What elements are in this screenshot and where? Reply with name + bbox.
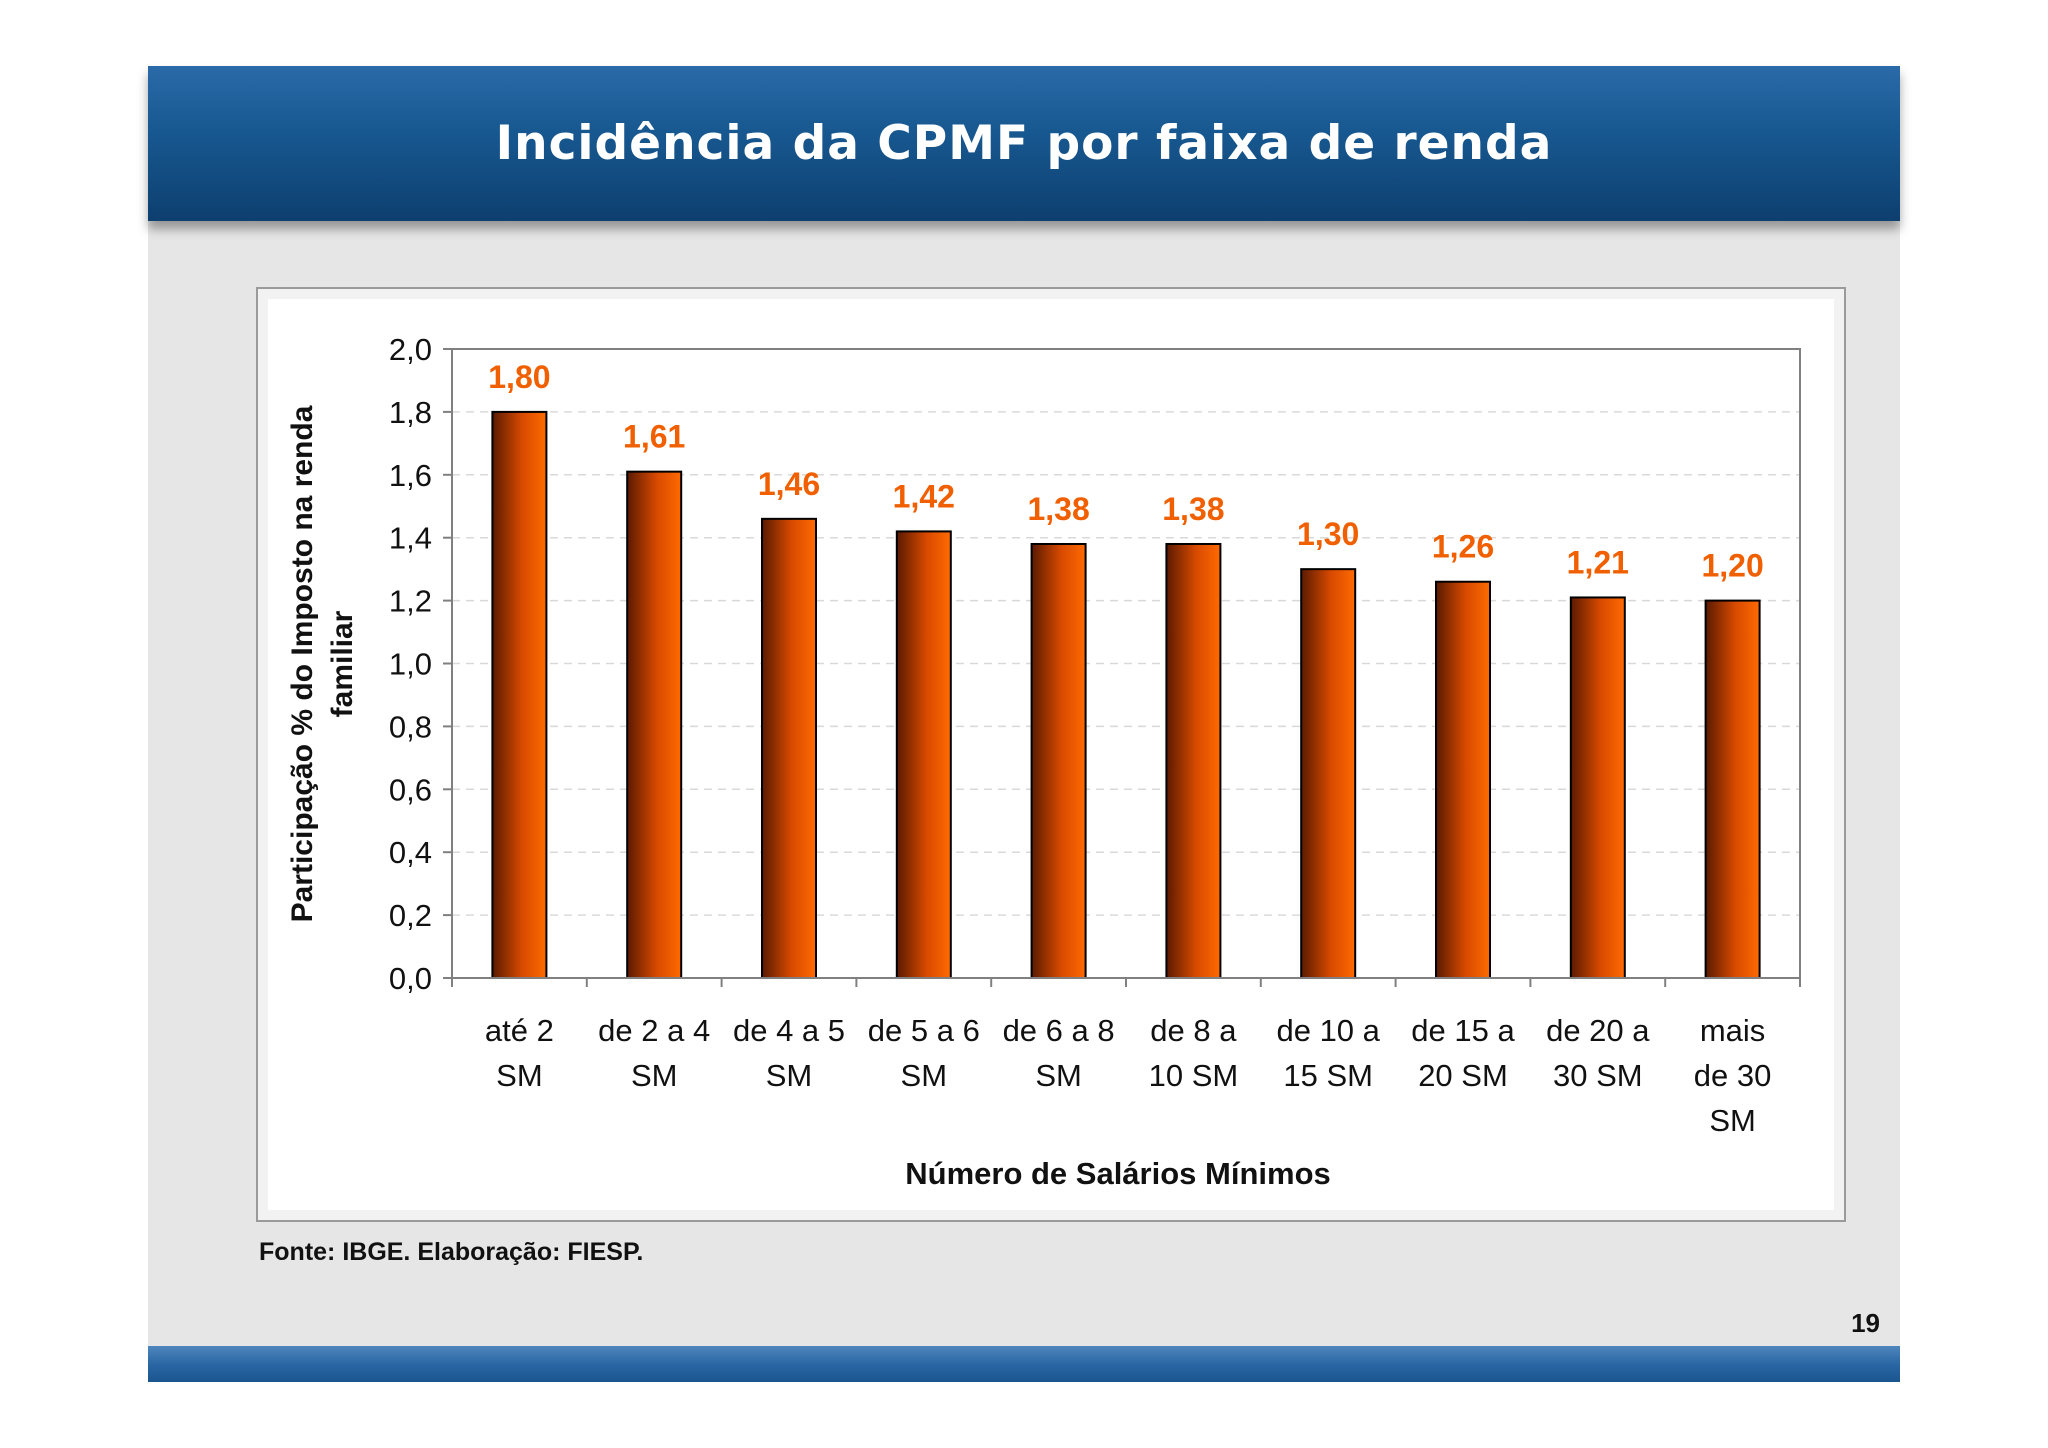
bar	[1435, 580, 1491, 979]
data-label: 1,38	[1162, 491, 1224, 527]
bar	[1165, 542, 1222, 979]
bars	[491, 410, 1761, 980]
data-label: 1,42	[893, 478, 955, 514]
bar	[1704, 599, 1761, 979]
axes	[443, 348, 1801, 987]
x-tick-label: SM	[901, 1058, 948, 1093]
x-tick-label: SM	[766, 1058, 813, 1093]
slide-title: Incidência da CPMF por faixa de renda	[495, 116, 1553, 171]
x-tick-label: SM	[631, 1058, 678, 1093]
x-tick-label: de 5 a 6	[868, 1013, 980, 1048]
x-tick-label: 30 SM	[1553, 1058, 1643, 1093]
bar	[626, 470, 683, 979]
data-label: 1,26	[1432, 529, 1494, 565]
data-label: 1,46	[758, 466, 820, 502]
bar	[761, 517, 817, 980]
bar	[1300, 568, 1357, 980]
x-tick-label: 15 SM	[1283, 1058, 1373, 1093]
y-tick-label: 0,6	[389, 772, 432, 807]
bar	[895, 530, 952, 979]
data-label: 1,80	[488, 359, 550, 395]
bar	[1030, 542, 1087, 979]
y-tick-label: 0,2	[389, 898, 432, 933]
data-label: 1,61	[623, 419, 685, 455]
x-tick-label: de 15 a	[1411, 1013, 1515, 1048]
y-tick-label: 1,6	[389, 458, 432, 493]
x-tick-label: SM	[496, 1058, 543, 1093]
title-bar: Incidência da CPMF por faixa de renda	[148, 66, 1900, 221]
y-tick-label: 0,0	[389, 961, 432, 996]
bottom-bar	[148, 1346, 1900, 1382]
x-tick-label: até 2	[485, 1013, 554, 1048]
labels: 0,0 0,2 0,4 0,6 0,8 1,0 1,2 1,4 1,6 1,8 2,0 1,80 até…	[389, 332, 1771, 1138]
x-tick-label: de 20 a	[1546, 1013, 1650, 1048]
x-tick-label: SM	[1035, 1058, 1082, 1093]
y-tick-label: 2,0	[389, 332, 432, 367]
x-tick-label: 20 SM	[1418, 1058, 1508, 1093]
y-tick-label: 1,0	[389, 647, 432, 682]
page-number: 19	[1851, 1308, 1880, 1338]
y-tick-label: 1,4	[389, 521, 432, 556]
y-tick-label: 1,8	[389, 395, 432, 430]
y-tick-label: 0,8	[389, 709, 432, 744]
y-tick-label: 1,2	[389, 584, 432, 619]
y-tick-label: 0,4	[389, 835, 432, 870]
bar	[1569, 596, 1626, 980]
x-tick-label: 10 SM	[1149, 1058, 1239, 1093]
x-tick-label: SM	[1709, 1103, 1756, 1138]
x-tick-label: de 8 a	[1150, 1013, 1237, 1048]
x-tick-label: mais	[1700, 1013, 1765, 1048]
source-note: Fonte: IBGE. Elaboração: FIESP.	[259, 1238, 644, 1266]
x-tick-label: de 30	[1694, 1058, 1772, 1093]
data-label: 1,30	[1297, 516, 1359, 552]
bar	[491, 410, 548, 979]
y-axis-title: Participação % do Imposto na renda famili…	[286, 405, 359, 922]
x-tick-label: de 4 a 5	[733, 1013, 845, 1048]
data-label: 1,20	[1701, 548, 1763, 584]
x-axis-title: Número de Salários Mínimos	[905, 1156, 1331, 1191]
data-label: 1,38	[1027, 491, 1089, 527]
x-tick-label: de 10 a	[1276, 1013, 1380, 1048]
x-tick-label: de 6 a 8	[1003, 1013, 1115, 1048]
x-tick-label: de 2 a 4	[598, 1013, 710, 1048]
data-label: 1,21	[1567, 544, 1629, 580]
